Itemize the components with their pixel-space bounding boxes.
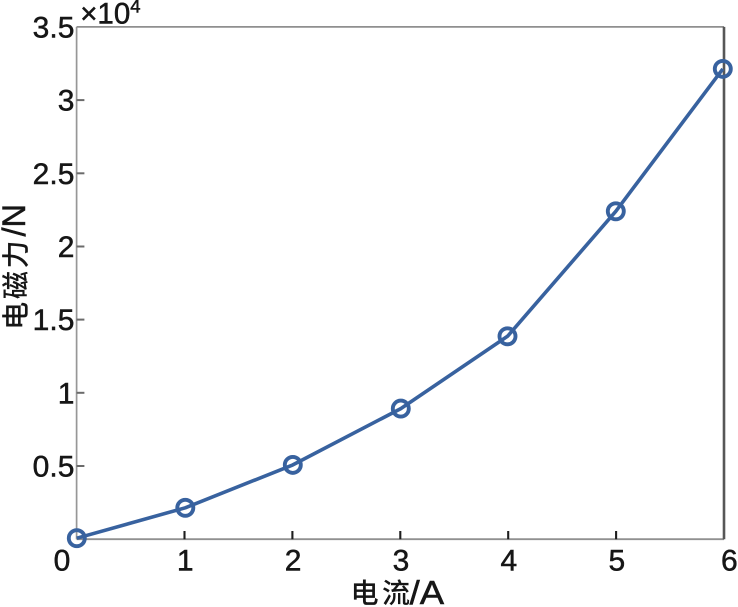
svg-text:2: 2	[58, 231, 75, 264]
svg-text:6: 6	[721, 545, 738, 578]
svg-text:5: 5	[608, 545, 625, 578]
svg-text:0.5: 0.5	[33, 451, 75, 484]
svg-text:0: 0	[54, 545, 71, 578]
svg-text:2.5: 2.5	[33, 158, 75, 191]
svg-text:1: 1	[177, 545, 194, 578]
svg-text:/A: /A	[410, 574, 445, 607]
svg-text:4: 4	[501, 545, 518, 578]
svg-text:1.5: 1.5	[33, 304, 75, 337]
svg-text:/N: /N	[0, 204, 32, 237]
svg-text:1: 1	[58, 377, 75, 410]
svg-text:3: 3	[393, 545, 410, 578]
svg-text:3.5: 3.5	[33, 12, 75, 45]
svg-text:2: 2	[285, 545, 302, 578]
svg-text:3: 3	[58, 85, 75, 118]
